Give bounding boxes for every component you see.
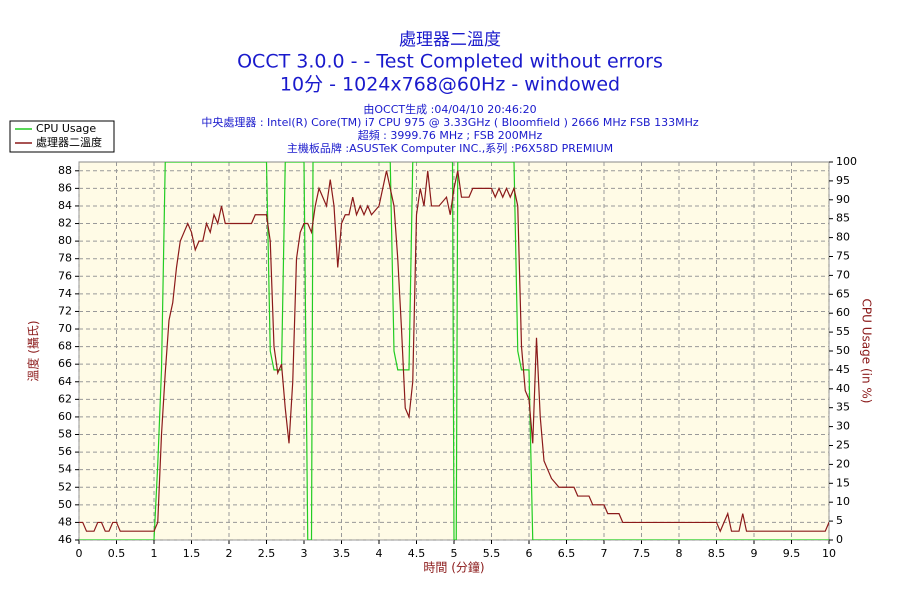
series-line <box>79 170 829 533</box>
chart-subtitle: 10分 - 1024x768@60Hz - windowed <box>280 74 620 96</box>
x-tick-label: 5.5 <box>483 547 501 560</box>
y2-tick-label: 65 <box>836 287 850 300</box>
x-tick-label: 2 <box>226 547 233 560</box>
info-line: 中央處理器 : Intel(R) Core(TM) i7 CPU 975 @ 3… <box>201 115 699 129</box>
y-tick-label: 46 <box>58 533 72 546</box>
y-tick-label: 70 <box>58 322 72 335</box>
info-line: 超頻 : 3999.76 MHz ; FSB 200MHz <box>358 128 543 142</box>
y-tick-label: 60 <box>58 410 72 423</box>
x-tick-label: 3.5 <box>333 547 351 560</box>
x-tick-label: 4 <box>376 547 383 560</box>
x-tick-label: 6 <box>526 547 533 560</box>
y-tick-label: 68 <box>58 340 72 353</box>
y2-tick-label: 85 <box>836 212 850 225</box>
x-tick-label: 0 <box>76 547 83 560</box>
y2-tick-label: 95 <box>836 174 850 187</box>
x-tick-label: 6.5 <box>558 547 576 560</box>
y2-tick-label: 35 <box>836 401 850 414</box>
x-tick-label: 4.5 <box>408 547 426 560</box>
x-tick-label: 9 <box>751 547 758 560</box>
x-tick-label: 1.5 <box>183 547 201 560</box>
y2-tick-label: 25 <box>836 439 850 452</box>
y-tick-label: 54 <box>58 463 72 476</box>
x-tick-label: 7.5 <box>633 547 651 560</box>
y-tick-label: 80 <box>58 234 72 247</box>
y2-tick-label: 80 <box>836 231 850 244</box>
y-tick-label: 62 <box>58 392 72 405</box>
y2-tick-label: 100 <box>836 155 857 168</box>
y2-tick-label: 40 <box>836 382 850 395</box>
y2-tick-label: 90 <box>836 193 850 206</box>
chart-title: 處理器二溫度 <box>399 30 501 50</box>
y-tick-label: 88 <box>58 164 72 177</box>
x-tick-label: 0.5 <box>108 547 126 560</box>
x-tick-label: 5 <box>451 547 458 560</box>
info-line: 主機板品牌 :ASUSTeK Computer INC.,系列 :P6X58D … <box>287 141 613 155</box>
y-tick-label: 82 <box>58 217 72 230</box>
y2-tick-label: 70 <box>836 268 850 281</box>
y-tick-label: 84 <box>58 199 72 212</box>
y-axis-label: 溫度 (攝氏) <box>26 320 41 381</box>
y2-tick-label: 15 <box>836 476 850 489</box>
y-tick-label: 50 <box>58 498 72 511</box>
legend <box>9 120 115 153</box>
y-tick-label: 64 <box>58 375 72 388</box>
y2-tick-label: 60 <box>836 306 850 319</box>
y2-tick-label: 50 <box>836 344 850 357</box>
y-tick-label: 78 <box>58 252 72 265</box>
y-tick-label: 86 <box>58 181 72 194</box>
y2-tick-label: 45 <box>836 363 850 376</box>
y2-tick-label: 75 <box>836 250 850 263</box>
y-tick-label: 58 <box>58 428 72 441</box>
y-tick-label: 72 <box>58 304 72 317</box>
legend-label: 處理器二溫度 <box>36 135 102 149</box>
y2-axis-label: CPU Usage (in %) <box>860 299 874 404</box>
y-tick-label: 52 <box>58 480 72 493</box>
x-tick-label: 10 <box>822 547 836 560</box>
chart-subtitle: OCCT 3.0.0 - - Test Completed without er… <box>237 51 663 73</box>
x-tick-label: 8 <box>676 547 683 560</box>
y2-tick-label: 10 <box>836 495 850 508</box>
x-tick-label: 7 <box>601 547 608 560</box>
y2-tick-label: 20 <box>836 457 850 470</box>
series-line <box>79 162 829 540</box>
y2-tick-label: 0 <box>836 533 843 546</box>
legend-label: CPU Usage <box>36 122 96 135</box>
y2-tick-label: 5 <box>836 514 843 527</box>
x-tick-label: 8.5 <box>708 547 726 560</box>
y-tick-label: 66 <box>58 357 72 370</box>
y2-tick-label: 55 <box>836 325 850 338</box>
x-tick-label: 3 <box>301 547 308 560</box>
x-tick-label: 2.5 <box>258 547 276 560</box>
y2-tick-label: 30 <box>836 420 850 433</box>
y-tick-label: 76 <box>58 269 72 282</box>
y-tick-label: 56 <box>58 445 72 458</box>
x-tick-label: 9.5 <box>783 547 801 560</box>
y-tick-label: 74 <box>58 287 72 300</box>
y-tick-label: 48 <box>58 515 72 528</box>
info-line: 由OCCT生成 :04/04/10 20:46:20 <box>363 102 536 116</box>
x-axis-label: 時間 (分鐘) <box>423 560 484 575</box>
x-tick-label: 1 <box>151 547 158 560</box>
